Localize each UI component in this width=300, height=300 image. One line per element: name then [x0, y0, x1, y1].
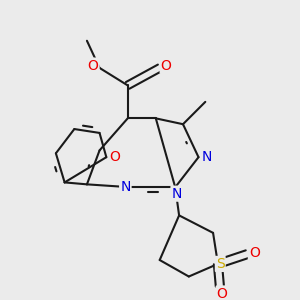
Text: S: S [216, 257, 225, 271]
Text: O: O [161, 58, 172, 73]
Text: O: O [109, 150, 120, 164]
Text: N: N [172, 187, 182, 201]
Text: O: O [217, 286, 228, 300]
Text: N: N [202, 150, 212, 164]
Text: N: N [120, 180, 130, 194]
Text: O: O [88, 58, 99, 73]
Text: O: O [249, 246, 260, 260]
